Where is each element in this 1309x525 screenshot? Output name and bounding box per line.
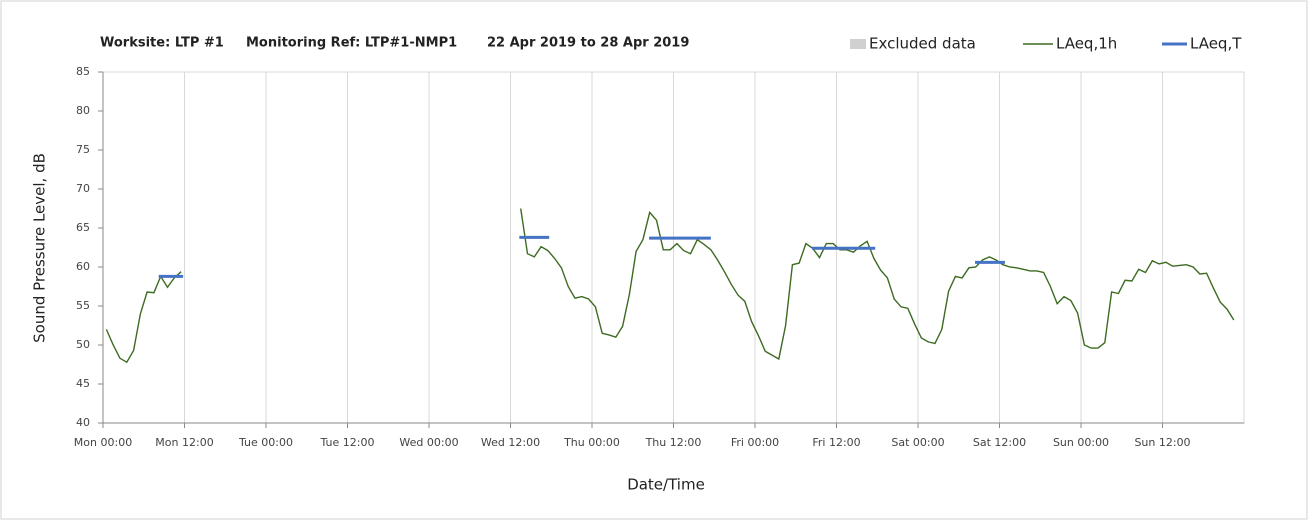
y-tick-label: 40 xyxy=(76,416,90,429)
x-tick-label: Sat 00:00 xyxy=(891,436,944,449)
x-tick-label: Tue 12:00 xyxy=(320,436,375,449)
x-tick-label: Mon 00:00 xyxy=(74,436,132,449)
y-tick-label: 80 xyxy=(76,104,90,117)
x-tick-label: Fri 00:00 xyxy=(731,436,779,449)
legend-label: Excluded data xyxy=(869,35,976,53)
title-worksite: Worksite: LTP #1 xyxy=(100,36,224,51)
x-tick-label: Sun 12:00 xyxy=(1134,436,1190,449)
x-tick-label: Thu 12:00 xyxy=(645,436,702,449)
x-tick-label: Thu 00:00 xyxy=(563,436,620,449)
x-tick-label: Sun 00:00 xyxy=(1053,436,1109,449)
x-tick-label: Mon 12:00 xyxy=(155,436,213,449)
x-tick-label: Fri 12:00 xyxy=(812,436,860,449)
y-tick-label: 55 xyxy=(76,299,90,312)
legend-label: LAeq,T xyxy=(1190,35,1242,53)
x-tick-label: Wed 00:00 xyxy=(399,436,458,449)
title-ref: Monitoring Ref: LTP#1-NMP1 xyxy=(246,36,457,51)
y-tick-label: 75 xyxy=(76,143,90,156)
y-tick-label: 65 xyxy=(76,221,90,234)
legend-swatch xyxy=(850,39,866,49)
title-dates: 22 Apr 2019 to 28 Apr 2019 xyxy=(487,36,689,51)
x-axis-label: Date/Time xyxy=(627,476,705,494)
y-tick-label: 60 xyxy=(76,260,90,273)
y-axis-label: Sound Pressure Level, dB xyxy=(31,153,49,343)
y-tick-label: 45 xyxy=(76,377,90,390)
line-series xyxy=(105,208,1235,364)
y-tick-label: 50 xyxy=(76,338,90,351)
x-tick-label: Tue 00:00 xyxy=(238,436,293,449)
x-tick-label: Sat 12:00 xyxy=(973,436,1026,449)
y-tick-label: 70 xyxy=(76,182,90,195)
x-tick-label: Wed 12:00 xyxy=(481,436,540,449)
y-tick-label: 85 xyxy=(76,65,90,78)
legend-label: LAeq,1h xyxy=(1056,35,1117,53)
